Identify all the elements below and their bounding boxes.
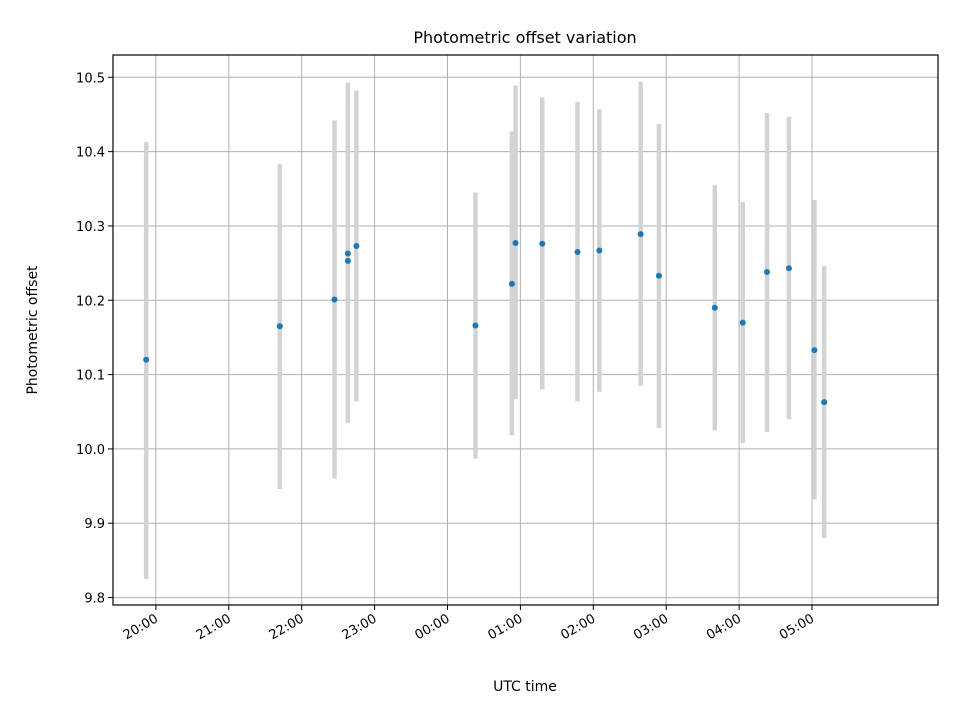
y-tick-label: 10.3 [76,220,105,235]
data-point [574,248,581,255]
data-points [143,231,828,406]
x-axis-label: UTC time [493,679,557,695]
data-point [331,296,338,303]
plot-frame [112,54,939,606]
y-tick-label: 10.2 [76,294,105,309]
data-point [596,247,603,254]
data-point [764,269,771,276]
data-point [276,323,283,330]
data-point [344,257,351,264]
data-point [472,322,479,329]
chart-title: Photometric offset variation [413,28,636,47]
data-point [739,319,746,326]
y-axis-ticks: 9.8 9.9 10.0 10.1 10.2 10.3 10.4 10.5 [76,71,113,607]
data-point [655,272,662,279]
data-point [711,304,718,311]
data-point [785,265,792,272]
data-point [344,250,351,257]
y-tick-label: 10.0 [76,443,105,458]
data-point [811,347,818,354]
data-point [508,280,515,287]
y-axis-label: Photometric offset [25,265,41,395]
data-point [539,240,546,247]
data-point [353,243,360,250]
y-tick-label: 9.9 [84,517,105,532]
grid [113,55,938,605]
data-point [637,231,644,238]
data-point [512,240,519,247]
y-tick-label: 9.8 [84,592,105,607]
y-tick-label: 10.5 [76,71,105,86]
y-tick-label: 10.4 [76,146,105,161]
data-point [821,399,828,406]
y-tick-label: 10.1 [76,369,105,384]
data-point [143,356,150,363]
